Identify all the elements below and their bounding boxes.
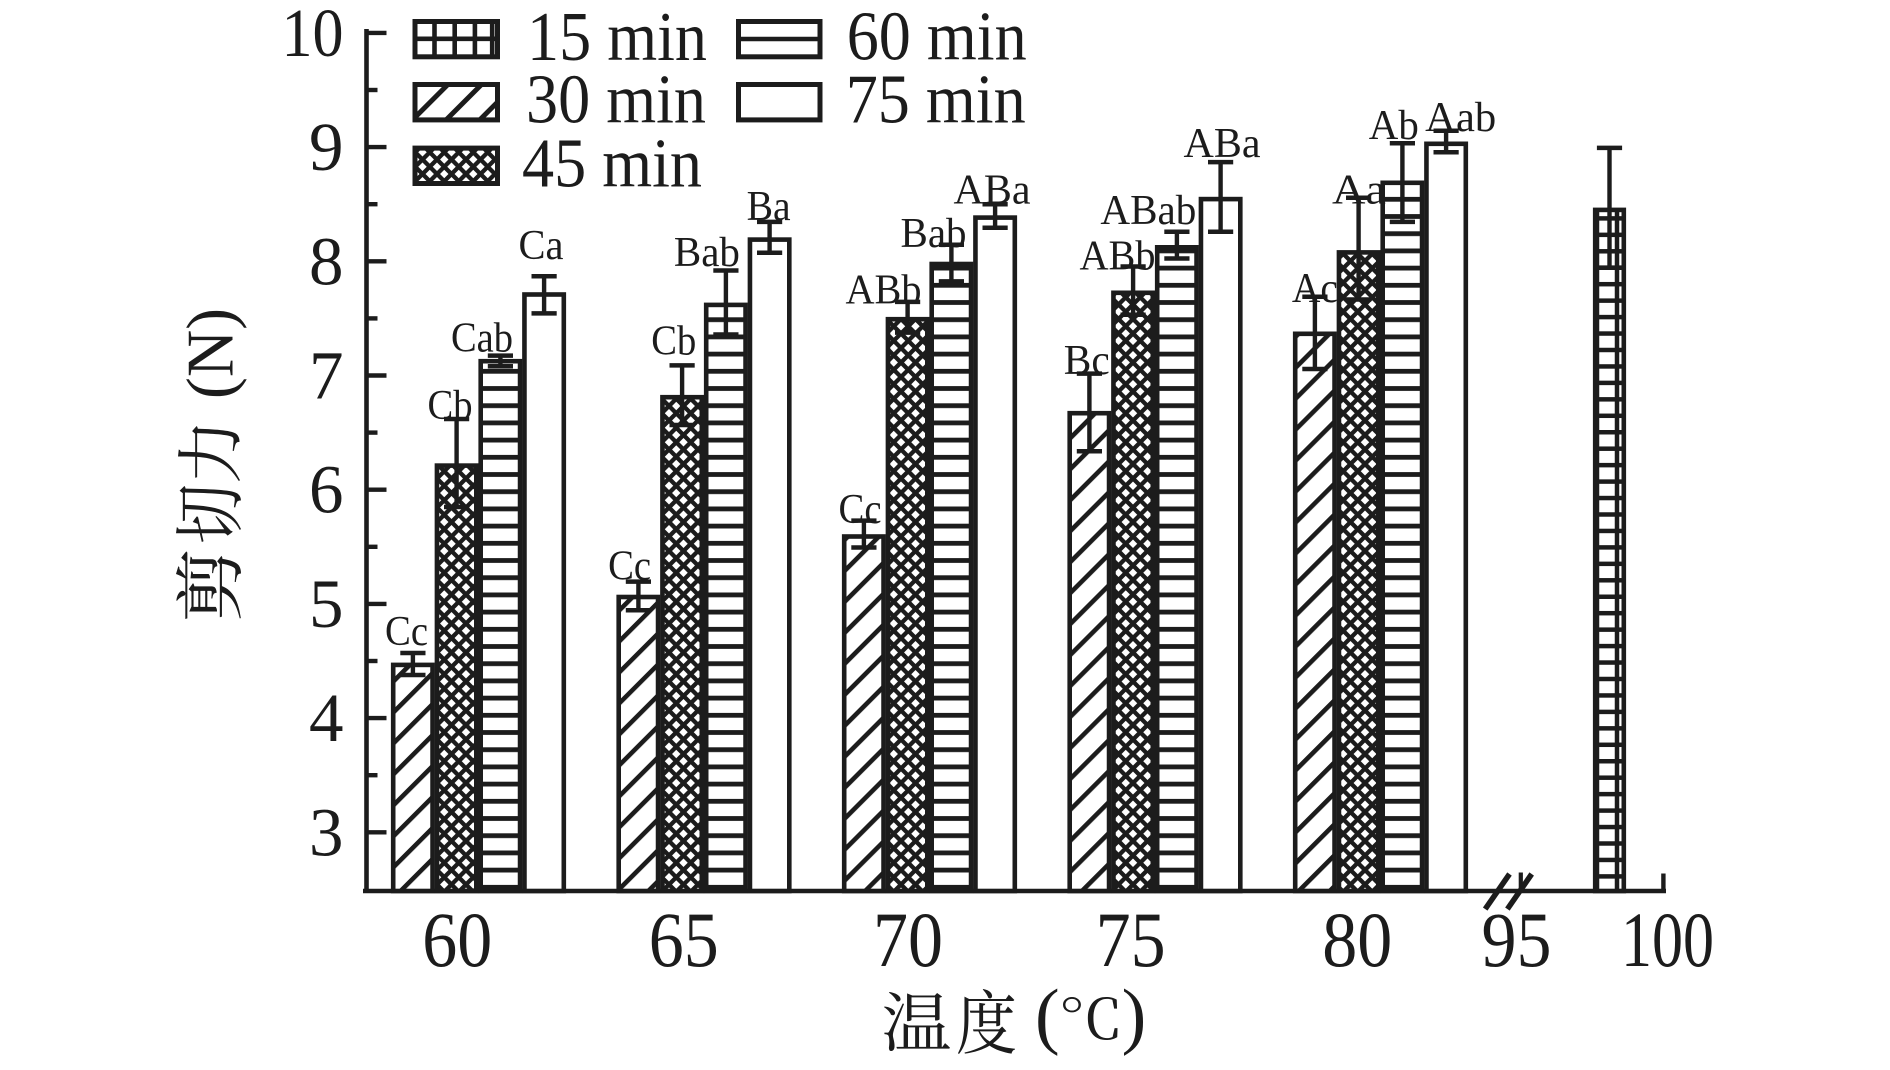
svg-text:Bab: Bab [674,230,740,276]
svg-text:Aab: Aab [1425,95,1496,141]
svg-text:ABa: ABa [954,168,1031,214]
svg-text:Ab: Ab [1369,103,1419,149]
svg-text:ABa: ABa [1184,121,1261,167]
svg-text:60: 60 [422,896,492,983]
svg-text:Cc: Cc [385,609,428,655]
svg-text:70: 70 [873,896,943,983]
svg-text:(: ( [1035,975,1060,1057]
svg-text:Cb: Cb [428,383,473,429]
svg-text:95: 95 [1482,896,1552,983]
svg-text:Ac: Ac [1292,266,1338,312]
svg-text:Cc: Cc [839,487,882,533]
svg-text:30 min: 30 min [526,62,706,139]
svg-text:ABab: ABab [1100,188,1196,234]
svg-text:ABb: ABb [1080,234,1156,280]
svg-text:8: 8 [309,223,344,299]
svg-text:Cb: Cb [651,319,696,365]
svg-text:Ca: Ca [519,223,564,269]
svg-text:100: 100 [1621,896,1714,983]
svg-text:Aa: Aa [1332,168,1386,214]
svg-text:75 min: 75 min [846,62,1026,139]
svg-text:Ba: Ba [747,184,791,230]
svg-text:75: 75 [1096,896,1166,983]
svg-text:4: 4 [309,680,344,756]
svg-text:): ) [1122,975,1147,1057]
svg-text:6: 6 [309,452,344,528]
svg-text:9: 9 [309,109,344,185]
svg-text:Bc: Bc [1064,338,1110,384]
svg-text:10: 10 [282,0,344,71]
svg-text:7: 7 [309,338,344,414]
svg-text:Bab: Bab [901,211,967,257]
svg-text:3: 3 [309,794,344,870]
svg-text:(N): (N) [175,308,248,399]
svg-text:Cab: Cab [451,316,513,362]
svg-text:45 min: 45 min [522,125,702,202]
svg-text:65: 65 [649,896,719,983]
svg-text:Cc: Cc [608,544,651,590]
svg-text:ABb: ABb [846,268,922,314]
svg-text:5: 5 [309,566,344,642]
svg-text:80: 80 [1322,896,1392,983]
svg-text:15 min: 15 min [527,0,707,76]
svg-text:60 min: 60 min [847,0,1027,76]
